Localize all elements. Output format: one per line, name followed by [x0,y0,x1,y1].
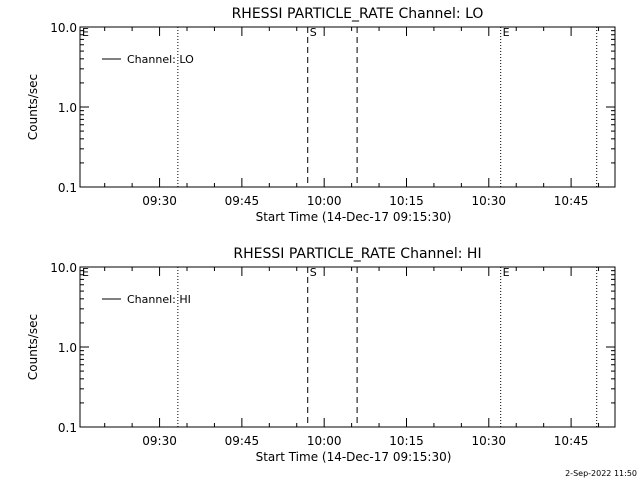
x-tick-label: 10:30 [471,194,506,208]
x-tick-label: 09:30 [142,194,177,208]
x-tick-label: 10:45 [554,194,589,208]
x-axis-label: Start Time (14-Dec-17 09:15:30) [256,210,452,224]
marker-label: S [310,26,317,39]
marker-label: S [310,266,317,279]
y-tick-label: 0.1 [58,181,77,195]
x-tick-label: 09:30 [142,434,177,448]
y-tick-label: 1.0 [58,341,77,355]
y-tick-label: 1.0 [58,101,77,115]
legend-label: Channel: LO [127,53,194,66]
x-tick-label: 10:00 [307,434,342,448]
x-axis-label: Start Time (14-Dec-17 09:15:30) [256,450,452,464]
y-axis-label: Counts/sec [26,74,40,140]
chart-title: RHESSI PARTICLE_RATE Channel: HI [233,246,481,262]
marker-label: E [503,26,510,39]
chart-title: RHESSI PARTICLE_RATE Channel: LO [232,6,484,22]
x-tick-label: 10:45 [554,434,589,448]
marker-label: E [82,26,89,39]
x-tick-label: 10:30 [471,434,506,448]
x-tick-label: 10:00 [307,194,342,208]
plot-frame [79,26,616,188]
plot-frame [79,266,616,428]
x-tick-label: 10:15 [389,194,424,208]
marker-label: E [82,266,89,279]
x-tick-label: 09:45 [225,434,260,448]
y-tick-label: 10.0 [50,261,77,275]
y-tick-label: 10.0 [50,21,77,35]
marker-label: E [503,266,510,279]
x-tick-label: 09:45 [225,194,260,208]
y-axis-label: Counts/sec [26,314,40,380]
x-tick-label: 10:15 [389,434,424,448]
footer-date: 2-Sep-2022 11:50 [565,469,637,478]
legend-label: Channel: HI [127,293,191,306]
y-tick-label: 0.1 [58,421,77,435]
